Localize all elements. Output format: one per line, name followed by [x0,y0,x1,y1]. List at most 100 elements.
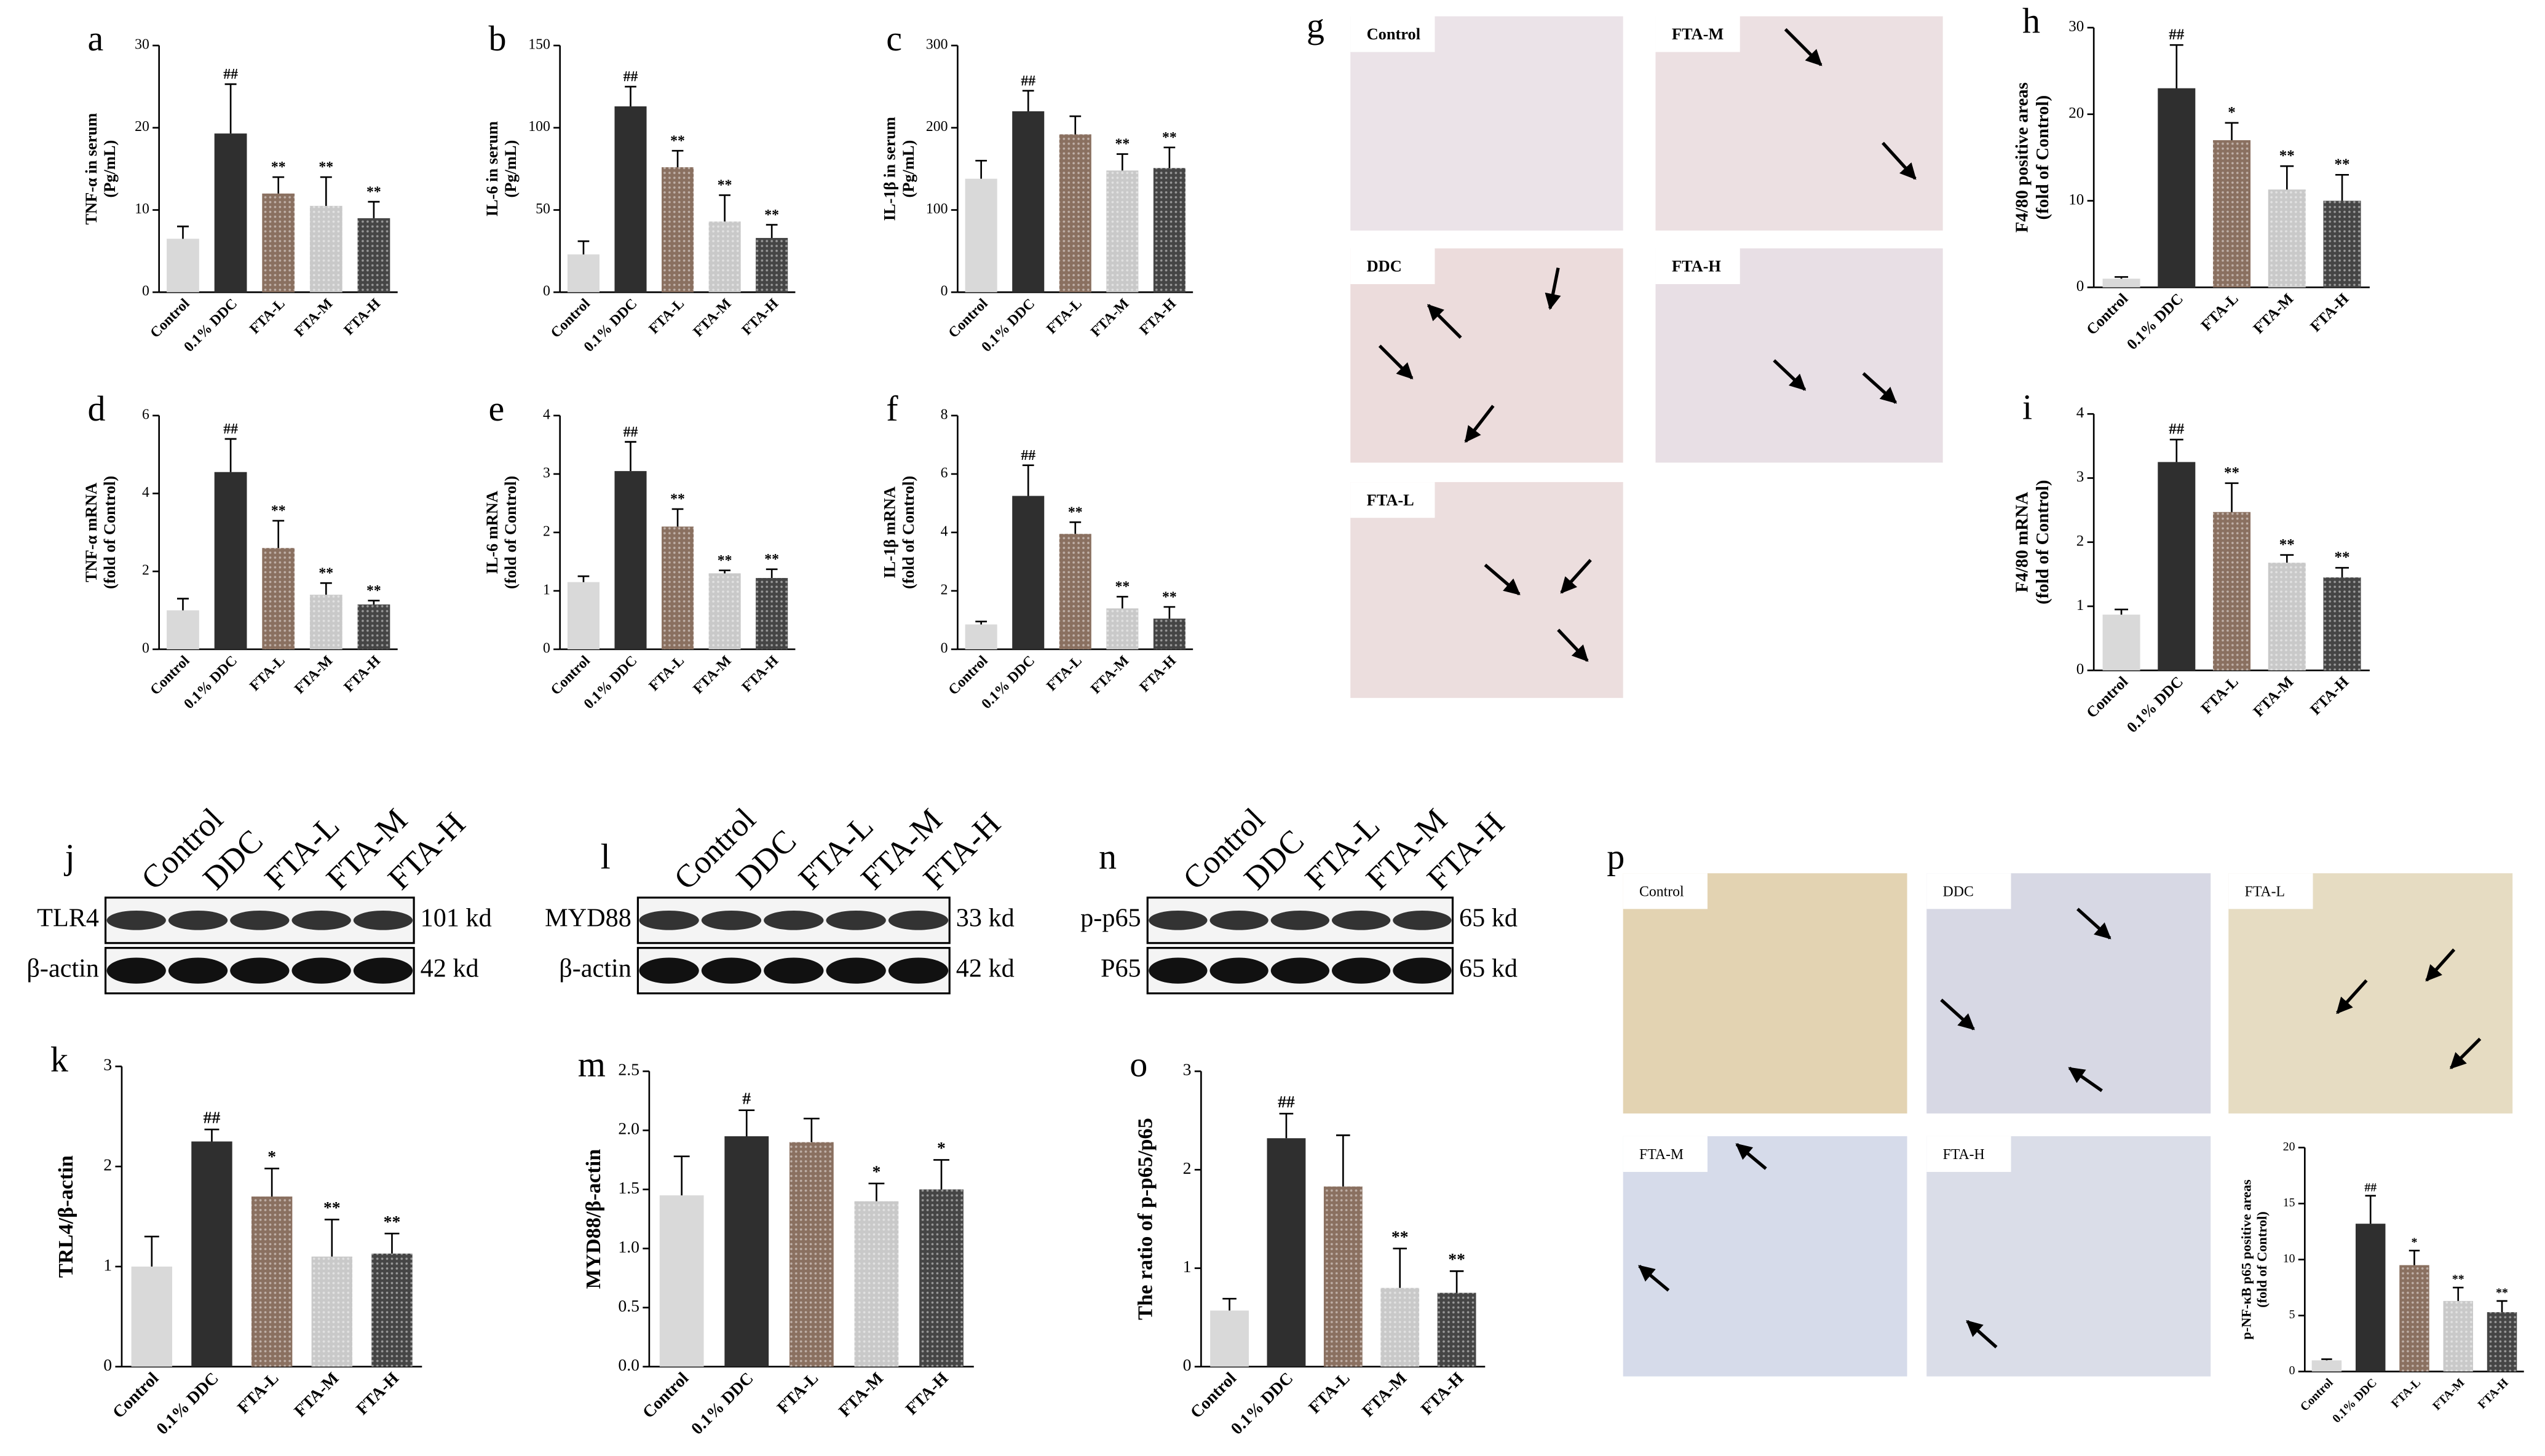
error-bar [766,568,778,579]
y-tick-label: 2 [941,582,948,598]
significance-mark: ## [1021,448,1035,464]
y-tick-label: 0 [1183,1355,1192,1374]
blot-band [106,910,166,930]
x-tick-label: FTA-M [290,1368,342,1420]
error-bar [2321,1358,2332,1361]
y-tick-label: 1.5 [618,1178,639,1197]
significance-mark: ** [1391,1227,1409,1246]
bar-chart: h 0 10 20 30 Control ## 0.1% DDC * FTA-L ** FTA-M **… [2012,1,2370,353]
y-tick-label: 20 [2068,105,2084,122]
x-tick-label: FTA-M [1088,296,1132,340]
bar [1323,1186,1363,1367]
error-bar [1393,1248,1407,1288]
micrograph-label: DDC [1943,884,1974,900]
blot-band [888,910,949,930]
y-tick-label: 0 [543,640,550,656]
significance-mark: ** [1162,589,1177,605]
bar [262,548,295,649]
bar [2268,563,2306,671]
bar-chart: 0 5 10 15 20 Control ## 0.1% DDC * FTA-L ** FTA-M **… [2238,1140,2524,1425]
error-bar [2280,165,2294,190]
significance-mark: * [872,1162,881,1181]
y-tick-label: 0 [142,640,149,656]
y-tick-label: 4 [142,485,149,501]
band-size: 65 kd [1459,954,1518,983]
bar [708,221,741,293]
bar [614,471,647,649]
significance-mark: # [742,1088,751,1107]
blot-band [1393,957,1452,984]
x-tick-label: FTA-M [2430,1375,2468,1413]
y-tick-label: 1 [103,1255,112,1274]
y-tick-label: 4 [2076,405,2084,421]
blot-band [701,910,762,930]
x-tick-label: 0.1% DDC [2124,673,2187,736]
band-name: P65 [1101,954,1141,983]
bar [724,1136,769,1367]
y-axis-label: IL-6 mRNA [483,491,501,574]
micrograph-label-box [1655,16,1740,52]
micrograph-label-box [1623,873,1708,909]
y-tick-label: 5 [2289,1308,2295,1321]
x-tick-label: FTA-H [901,1368,952,1418]
bar [662,526,694,649]
significance-mark: ** [384,1212,401,1231]
error-bar [2169,438,2183,462]
micrograph [1350,482,1623,698]
panel-letter: h [2022,1,2040,41]
error-bar [368,200,380,218]
x-tick-label: FTA-H [352,1368,403,1418]
bar [756,237,788,293]
significance-mark: ## [1278,1092,1295,1111]
significance-mark: ** [271,503,286,519]
blot-band [1270,957,1330,984]
micrograph-arrows [1378,28,2482,1349]
significance-mark: ** [764,552,779,568]
panel-letter: m [578,1044,606,1084]
micrograph-label: FTA-M [1639,1147,1684,1163]
error-bar [738,1109,755,1136]
error-bar [204,1128,220,1142]
panel-letter: e [489,389,505,429]
panel-letter: b [489,18,507,58]
error-bar [2115,608,2129,615]
error-bar [1116,596,1128,609]
error-bar [577,240,590,255]
x-tick-label: FTA-M [690,296,734,340]
y-tick-label: 30 [135,36,149,52]
error-bar [324,1219,339,1257]
bar [2323,200,2361,288]
bar [311,1256,353,1367]
x-tick-label: FTA-M [291,296,336,340]
y-tick-label: 0.5 [618,1296,639,1315]
x-tick-label: FTA-L [1305,1368,1353,1417]
y-tick-label: 2.5 [618,1060,639,1079]
error-bar [1449,1270,1464,1293]
panel-letter: d [88,389,106,429]
blot-band [764,957,824,984]
micrograph-label-box [2228,873,2313,909]
y-tick-label: 3 [103,1055,112,1074]
y-tick-label: 4 [543,406,550,422]
micrograph [1926,1136,2211,1377]
significance-mark: ** [2452,1273,2464,1286]
blot-band [888,957,949,984]
bar [1210,1310,1249,1367]
band-name: β-actin [559,954,631,983]
significance-mark: ** [718,553,732,569]
significance-mark: ** [2279,148,2295,164]
micrograph-label: FTA-L [1367,491,1414,509]
bar [2356,1224,2386,1372]
bar [1437,1292,1476,1367]
error-bar [224,83,237,134]
error-bar [1069,115,1082,135]
error-bar [625,441,636,472]
significance-mark: ## [223,66,238,82]
x-tick-label: FTA-H [1137,652,1180,695]
bar [131,1266,173,1367]
bar [2158,462,2196,671]
error-bar [1163,146,1176,168]
